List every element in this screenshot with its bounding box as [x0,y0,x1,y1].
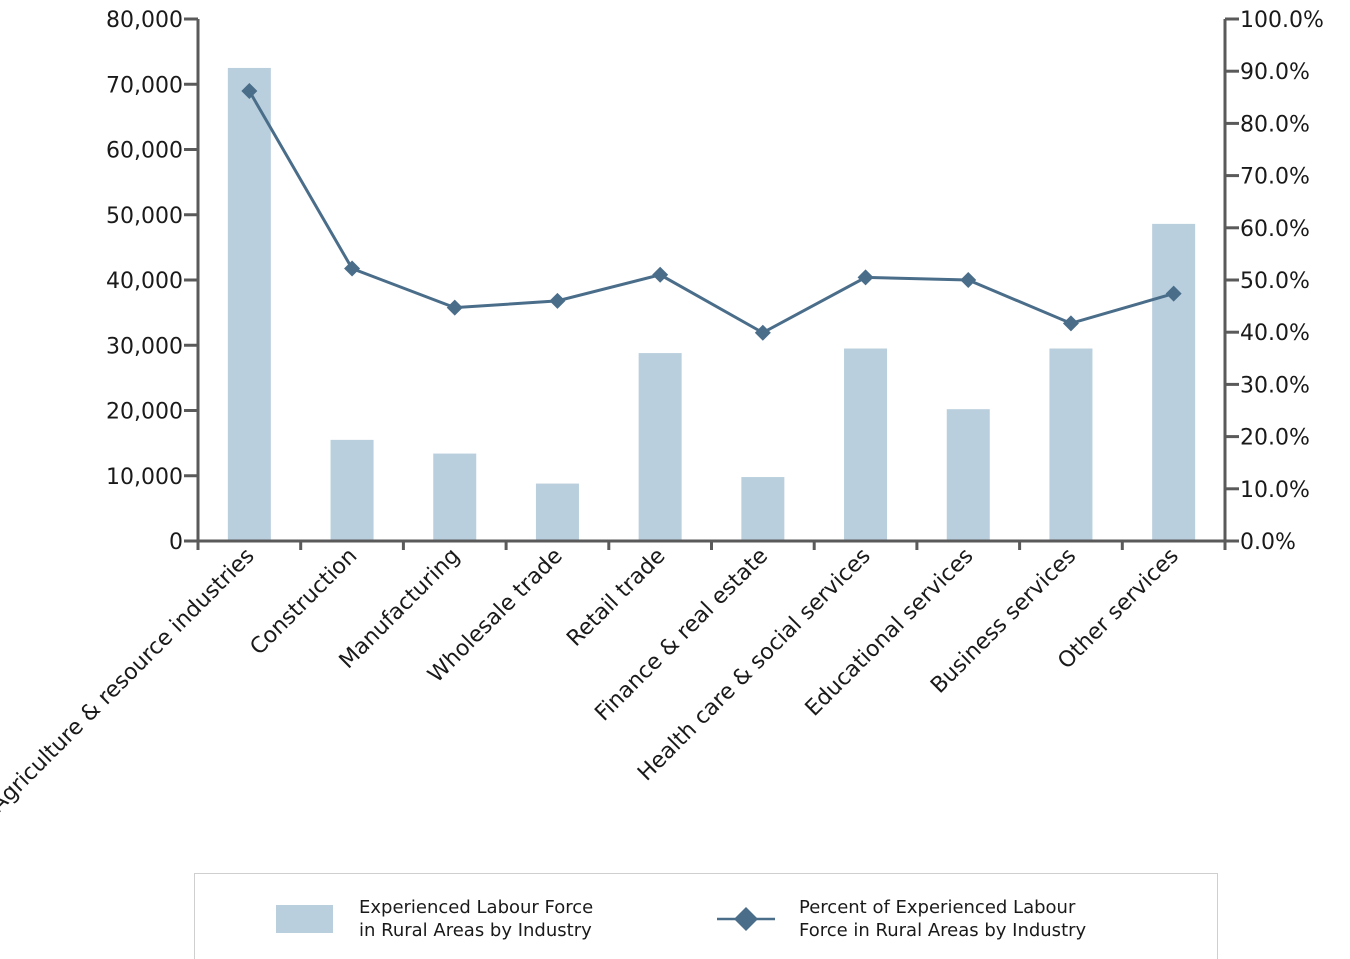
right-tick-label: 100.0% [1240,8,1324,33]
category-label: Agriculture & resource industries [0,544,260,818]
line-point [549,292,566,309]
bar [1152,223,1196,541]
right-tick-label: 80.0% [1240,112,1310,137]
right-tick-label: 40.0% [1240,321,1310,346]
line-point [344,260,361,277]
bar [638,353,682,541]
bar [330,439,374,541]
percent-line [248,90,1175,335]
right-tick-label: 10.0% [1240,478,1310,503]
bar [946,409,990,541]
bar [227,67,271,541]
line-point [652,266,669,283]
left-tick-label: 50,000 [106,204,183,229]
bar [433,453,477,541]
left-tick-label: 80,000 [106,8,183,33]
line-point [446,299,463,316]
line-point [960,272,977,288]
line-point [754,324,771,341]
left-tick-label: 40,000 [106,269,183,294]
right-tick-label: 70.0% [1240,165,1310,190]
left-tick-label: 10,000 [106,465,183,490]
legend: Experienced Labour Force in Rural Areas … [194,873,1218,959]
left-tick-label: 0 [169,530,183,555]
bar [1049,348,1093,541]
category-label: Finance & real estate [590,544,773,727]
category-label: Retail trade [562,544,670,652]
legend-bar-swatch [276,905,333,933]
bars-layer [227,67,1196,541]
legend-bar-label: Experienced Labour Force in Rural Areas … [359,897,594,941]
left-tick-label: 70,000 [106,73,183,98]
axes-layer [184,17,1239,550]
right-tick-label: 0.0% [1240,530,1296,555]
left-tick-label: 20,000 [106,400,183,425]
right-tick-label: 60.0% [1240,217,1310,242]
legend-line-label: Percent of Experienced Labour Force in R… [799,897,1087,941]
line-point [1165,285,1182,302]
right-tick-label: 30.0% [1240,373,1310,398]
legend-line-swatch [717,907,775,931]
line-layer [241,83,1182,341]
line-point [857,269,874,286]
category-label: Construction [246,544,363,661]
chart: 0 10,000 20,000 30,000 40,000 50,000 60,000 70,… [0,8,1324,818]
legend-item-line: Percent of Experienced Labour Force in R… [717,896,1086,942]
bar [844,348,888,541]
legend-item-bar: Experienced Labour Force in Rural Areas … [276,896,593,942]
right-tick-label: 20.0% [1240,426,1310,451]
bar [741,477,785,541]
left-tick-label: 30,000 [106,334,183,359]
left-tick-label: 60,000 [106,139,183,164]
right-tick-label: 90.0% [1240,60,1310,85]
line-point [1062,315,1079,332]
line-point [241,83,258,100]
bar [535,483,579,541]
category-label: Educational services [801,544,979,722]
right-tick-label: 50.0% [1240,269,1310,294]
